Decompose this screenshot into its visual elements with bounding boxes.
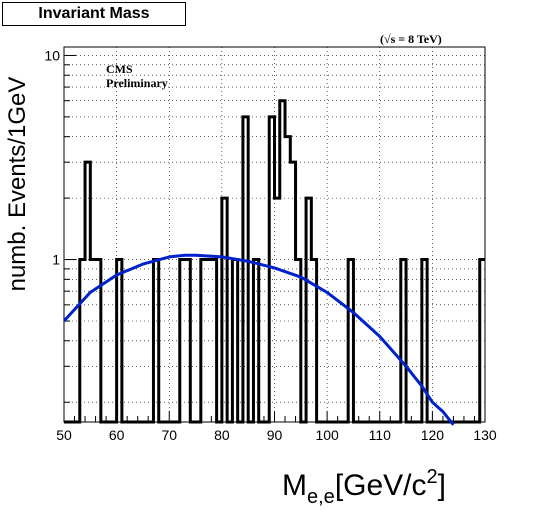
- cms-label: CMS Preliminary: [106, 62, 168, 90]
- x-tick-label: 90: [267, 427, 283, 443]
- x-tick-label: 50: [56, 427, 72, 443]
- x-tick-label: 80: [214, 427, 230, 443]
- y-axis-label: numb. Events/1GeV: [4, 77, 32, 292]
- x-axis-label: Me,e[GeV/c2]: [282, 466, 446, 509]
- energy-label: (√s = 8 TeV): [380, 32, 490, 47]
- histogram: [64, 101, 485, 422]
- preliminary-text: Preliminary: [106, 76, 168, 90]
- cms-text: CMS: [106, 62, 168, 76]
- x-axis-label-sup: 2: [427, 466, 438, 488]
- chart-title: Invariant Mass: [2, 2, 186, 26]
- x-tick-label: 120: [421, 427, 445, 443]
- x-tick-label: 60: [109, 427, 125, 443]
- x-tick-label: 70: [161, 427, 177, 443]
- x-tick-label: 130: [473, 427, 497, 443]
- y-tick-label: 10: [44, 47, 60, 63]
- x-axis-label-close: ]: [438, 469, 446, 502]
- x-axis-label-main: M: [282, 469, 307, 502]
- histogram-bar: [285, 137, 290, 422]
- x-tick-label: 100: [315, 427, 339, 443]
- x-axis-label-sub: e,e: [307, 486, 335, 508]
- histogram-outline: [64, 101, 485, 422]
- x-tick-label: 110: [369, 427, 392, 443]
- histogram-bar: [275, 198, 280, 422]
- y-tick-label: 1: [52, 252, 60, 268]
- x-axis-label-unit: [GeV/c: [335, 469, 427, 502]
